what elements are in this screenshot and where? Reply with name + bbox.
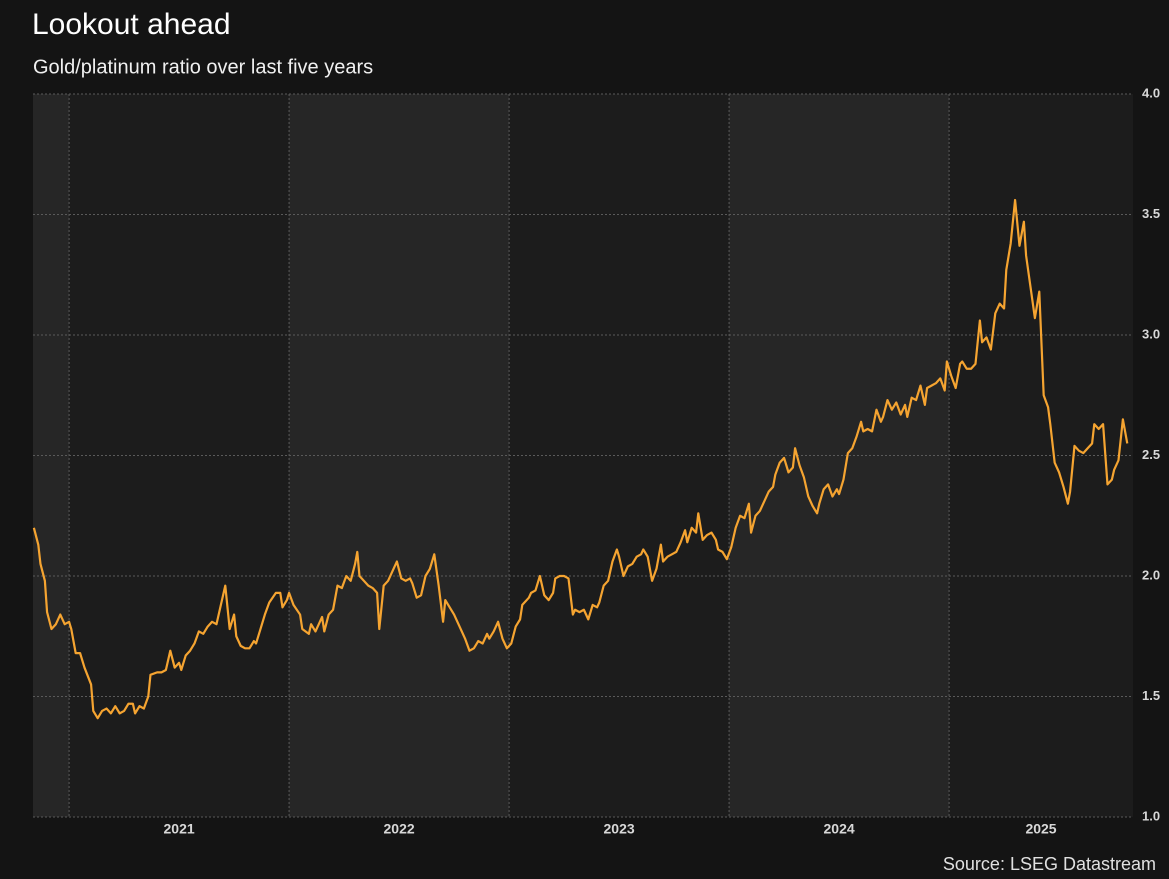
y-tick-label: 2.0 [1142, 567, 1160, 582]
y-tick-label: 1.0 [1142, 808, 1160, 823]
x-tick-label: 2024 [824, 821, 855, 837]
x-tick-label: 2023 [604, 821, 635, 837]
chart-title: Lookout ahead [32, 8, 231, 41]
x-tick-label: 2021 [164, 821, 195, 837]
plot-band [33, 94, 70, 817]
source-note: Source: LSEG Datastream [943, 854, 1156, 874]
data-line [32, 198, 1129, 720]
y-tick-label: 2.5 [1142, 447, 1160, 462]
chart-subtitle: Gold/platinum ratio over last five years [33, 56, 373, 78]
y-tick-label: 3.5 [1142, 206, 1160, 221]
y-tick-label: 1.5 [1142, 688, 1160, 703]
y-tick-label: 3.0 [1142, 326, 1160, 341]
x-tick-label: 2025 [1025, 821, 1056, 837]
x-tick-label: 2022 [384, 821, 415, 837]
y-tick-label: 4.0 [1142, 85, 1160, 100]
